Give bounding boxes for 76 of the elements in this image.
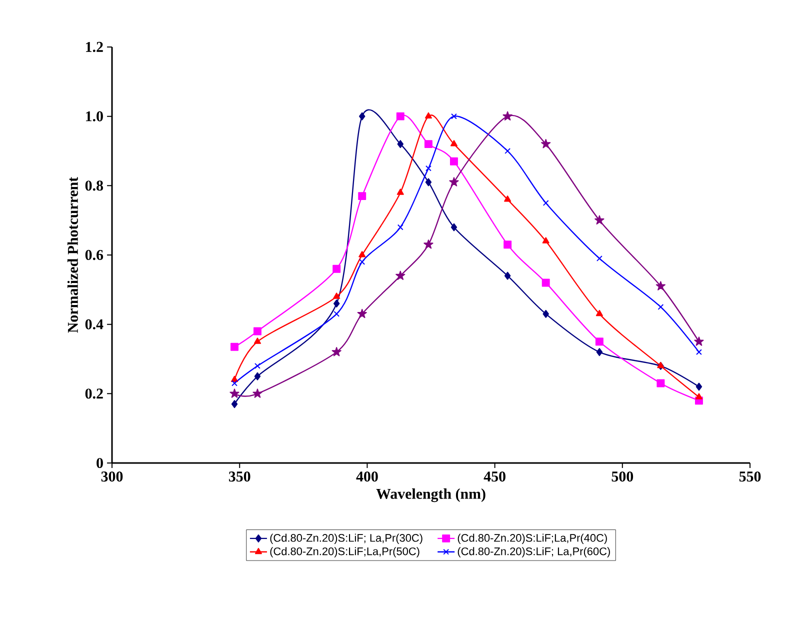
- legend-label: (Cd.80-Zn.20)S:LiF;La,Pr(40C): [458, 534, 607, 544]
- point: [450, 223, 458, 232]
- point: [695, 393, 702, 400]
- point: [449, 177, 459, 186]
- y-tick-label: 0.6: [85, 250, 104, 260]
- point: [595, 338, 604, 346]
- point: [333, 292, 340, 299]
- point: [232, 380, 238, 386]
- point: [396, 270, 406, 280]
- point: [450, 157, 458, 166]
- point: [502, 111, 512, 120]
- point: [596, 255, 602, 262]
- point: [357, 308, 367, 318]
- y-tick-label: 1.0: [86, 111, 103, 122]
- point: [424, 240, 434, 249]
- point: [254, 362, 260, 369]
- point: [450, 140, 458, 146]
- point: [230, 342, 238, 351]
- y-tick-label: 0: [96, 458, 103, 468]
- point: [696, 349, 702, 356]
- point: [425, 178, 432, 186]
- point: [504, 240, 512, 249]
- point: [358, 112, 366, 120]
- x-tick-label: 400: [356, 471, 378, 482]
- legend-label: (Cd.80-Zn.20)S:LiF;La,Pr(50C): [270, 547, 420, 558]
- point: [252, 388, 262, 398]
- point: [359, 258, 366, 265]
- point: [358, 192, 366, 200]
- point: [594, 215, 604, 224]
- point: [694, 336, 704, 346]
- point: [504, 196, 512, 202]
- point: [596, 310, 603, 316]
- point: [451, 113, 457, 120]
- point: [656, 281, 666, 290]
- point: [696, 382, 702, 391]
- y-axis-title: Normalized Photcurrent: [67, 176, 78, 333]
- point: [254, 372, 261, 380]
- point: [542, 237, 550, 244]
- legend-label: (Cd.80-Zn.20)S:LiF; La,Pr(30C): [270, 534, 422, 544]
- point: [504, 272, 511, 280]
- y-tick-label: 1.2: [86, 42, 103, 52]
- point: [230, 376, 238, 382]
- point: [396, 112, 404, 120]
- point: [542, 310, 549, 318]
- y-tick-label: 0.2: [85, 388, 103, 399]
- point: [396, 188, 404, 195]
- point: [541, 139, 551, 148]
- point: [254, 338, 261, 344]
- point: [230, 388, 240, 398]
- x-tick-label: 450: [484, 471, 506, 482]
- point: [332, 347, 342, 356]
- point: [542, 278, 550, 287]
- point: [504, 148, 511, 154]
- point: [656, 379, 665, 388]
- point: [334, 310, 340, 317]
- x-tick-label: 500: [612, 471, 634, 482]
- point: [358, 251, 366, 258]
- point: [231, 400, 238, 408]
- point: [332, 264, 341, 273]
- point: [397, 140, 404, 148]
- point: [542, 200, 549, 206]
- point: [596, 348, 603, 356]
- point: [253, 327, 262, 336]
- x-tick-label: 550: [739, 471, 761, 482]
- point: [333, 300, 340, 308]
- y-tick-label: 0.8: [85, 180, 104, 191]
- point: [397, 224, 404, 230]
- point: [425, 165, 432, 172]
- y-tick-label: 0.4: [85, 319, 104, 330]
- x-tick-label: 300: [101, 471, 123, 482]
- legend-label: (Cd.80-Zn.20)S:LiF; La,Pr(60C): [458, 547, 610, 558]
- x-axis-title: Wavelength (nm): [376, 488, 486, 502]
- point: [424, 140, 432, 148]
- point: [658, 304, 664, 310]
- x-tick-label: 350: [228, 471, 250, 482]
- point: [424, 112, 432, 119]
